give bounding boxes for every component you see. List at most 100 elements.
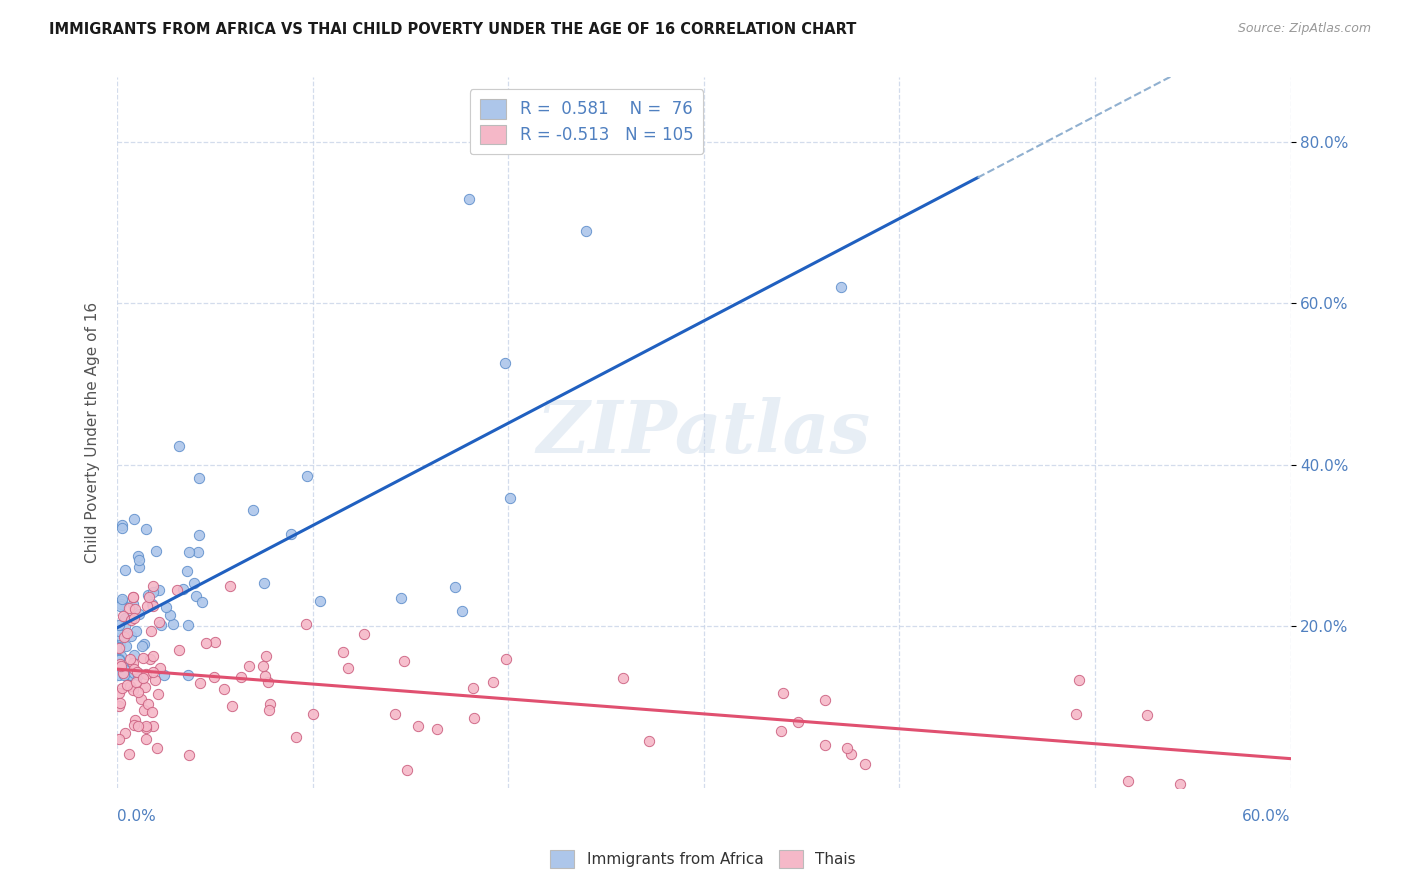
Point (110, 597, 132, 611)
Point (127, 668, 149, 682)
Point (142, 599, 165, 613)
Point (1069, 673, 1091, 687)
Point (122, 662, 145, 676)
Point (132, 703, 155, 717)
Point (443, 580, 465, 594)
Point (128, 607, 150, 621)
Point (111, 517, 134, 532)
Point (132, 650, 155, 665)
Point (280, 527, 302, 541)
Point (253, 575, 276, 590)
Text: ZIPatlas: ZIPatlas (537, 397, 870, 468)
Point (127, 665, 149, 679)
Point (127, 665, 149, 680)
Point (1116, 773, 1139, 788)
Point (138, 590, 160, 604)
Point (176, 564, 198, 578)
Point (112, 666, 135, 681)
Point (142, 648, 165, 663)
Point (121, 590, 143, 604)
Text: IMMIGRANTS FROM AFRICA VS THAI CHILD POVERTY UNDER THE AGE OF 16 CORRELATION CHA: IMMIGRANTS FROM AFRICA VS THAI CHILD POV… (49, 22, 856, 37)
Point (122, 666, 145, 681)
Point (134, 680, 156, 694)
Point (353, 627, 375, 641)
Point (188, 675, 211, 690)
Point (187, 545, 209, 559)
Point (114, 726, 136, 740)
Point (135, 719, 157, 733)
Point (142, 719, 165, 733)
Point (259, 697, 281, 711)
Point (153, 668, 176, 682)
Point (637, 733, 659, 747)
Point (136, 588, 159, 602)
Point (1170, 777, 1192, 791)
Point (450, 604, 472, 618)
Point (219, 579, 242, 593)
Point (332, 645, 354, 659)
Point (108, 618, 131, 632)
Point (295, 469, 318, 483)
Point (127, 549, 149, 563)
Point (108, 699, 131, 714)
Point (111, 660, 134, 674)
Point (167, 643, 190, 657)
Point (177, 747, 200, 762)
Point (1135, 708, 1157, 723)
Point (112, 608, 135, 623)
Point (114, 563, 136, 577)
Point (124, 512, 146, 526)
Point (142, 665, 165, 679)
Text: Source: ZipAtlas.com: Source: ZipAtlas.com (1237, 22, 1371, 36)
Text: 60.0%: 60.0% (1241, 809, 1291, 824)
Point (108, 686, 131, 700)
Point (135, 721, 157, 735)
Point (195, 636, 218, 650)
Point (122, 598, 145, 612)
Point (127, 719, 149, 733)
Point (112, 631, 135, 645)
Point (136, 599, 159, 613)
Point (115, 678, 138, 692)
Point (122, 611, 145, 625)
Point (787, 714, 810, 729)
Point (114, 639, 136, 653)
Point (149, 661, 172, 675)
Point (172, 582, 194, 597)
Point (204, 635, 226, 649)
Point (117, 668, 139, 682)
Y-axis label: Child Poverty Under the Age of 16: Child Poverty Under the Age of 16 (86, 302, 100, 563)
Point (115, 626, 138, 640)
Point (146, 740, 169, 755)
Point (143, 673, 166, 687)
Point (295, 617, 318, 632)
Point (114, 611, 136, 625)
Point (122, 590, 145, 604)
Point (155, 600, 177, 615)
Legend: R =  0.581    N =  76, R = -0.513   N = 105: R = 0.581 N = 76, R = -0.513 N = 105 (470, 89, 703, 154)
Point (142, 585, 165, 599)
Point (302, 707, 325, 722)
Point (814, 738, 837, 752)
Point (495, 651, 517, 665)
Text: 0.0%: 0.0% (117, 809, 156, 824)
Point (188, 471, 211, 485)
Point (120, 629, 142, 643)
Point (406, 718, 429, 732)
Point (118, 652, 141, 666)
Point (229, 670, 252, 684)
Point (118, 747, 141, 761)
Point (238, 659, 260, 673)
Point (125, 675, 148, 690)
Point (122, 648, 145, 662)
Point (141, 597, 163, 611)
Point (135, 667, 157, 681)
Point (131, 639, 153, 653)
Point (188, 528, 211, 542)
Point (389, 591, 412, 605)
Point (463, 681, 485, 696)
Point (150, 618, 173, 632)
Point (772, 686, 794, 700)
Point (111, 594, 134, 608)
Point (841, 747, 863, 762)
